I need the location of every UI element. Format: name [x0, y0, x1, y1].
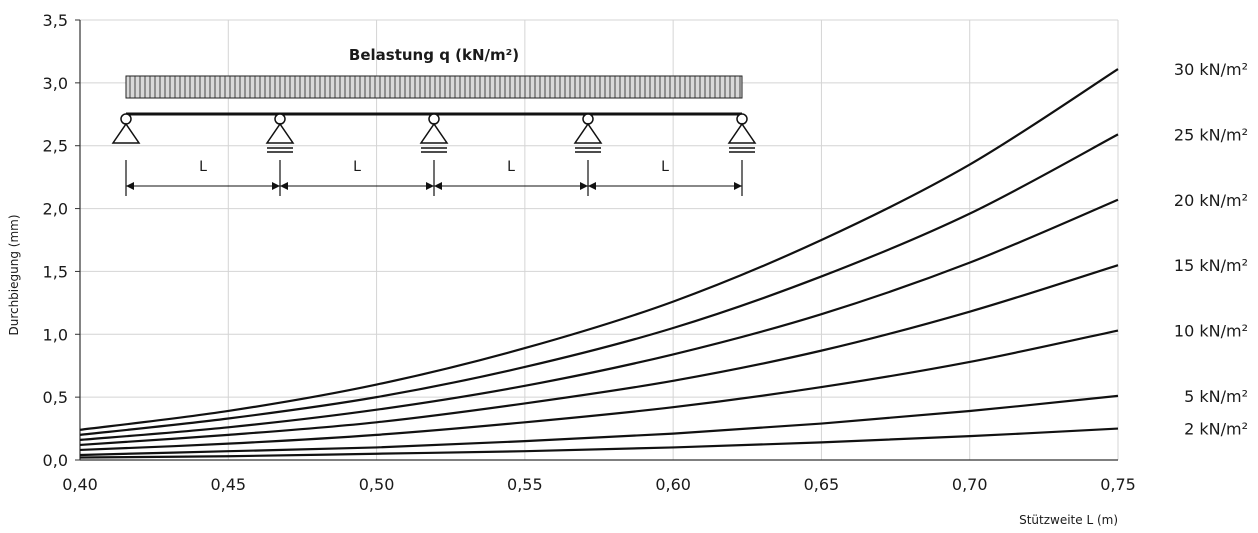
dimension-arrow — [734, 182, 742, 190]
support-triangle — [575, 124, 601, 143]
x-tick-label: 0,70 — [952, 475, 988, 494]
support-hinge — [429, 114, 439, 124]
support-triangle — [729, 124, 755, 143]
dimension-arrow — [426, 182, 434, 190]
x-tick-label: 0,60 — [655, 475, 691, 494]
y-tick-label: 3,0 — [43, 74, 68, 93]
series-label: 15 kN/m² — [1174, 256, 1248, 275]
dimension-arrow — [126, 182, 134, 190]
series-label: 25 kN/m² — [1174, 125, 1248, 144]
y-tick-label: 0,0 — [43, 451, 68, 470]
x-tick-label: 0,65 — [804, 475, 840, 494]
support-hinge — [583, 114, 593, 124]
support-hinge — [275, 114, 285, 124]
span-label: L — [199, 159, 207, 175]
x-axis-label: Stützweite L (m) — [1019, 513, 1118, 527]
series-lines — [80, 69, 1118, 457]
support-triangle — [267, 124, 293, 143]
y-tick-label: 1,5 — [43, 262, 68, 281]
y-tick-label: 3,5 — [43, 11, 68, 30]
load-title: Belastung q (kN/m²) — [349, 46, 519, 64]
y-tick-label: 0,5 — [43, 388, 68, 407]
series-label: 30 kN/m² — [1174, 60, 1248, 79]
series-line — [80, 396, 1118, 455]
x-tick-label: 0,50 — [359, 475, 395, 494]
support-triangle — [113, 124, 139, 143]
series-label: 2 kN/m² — [1184, 420, 1248, 439]
series-line — [80, 134, 1118, 434]
dimension-arrow — [272, 182, 280, 190]
series-line — [80, 69, 1118, 430]
series-label: 5 kN/m² — [1184, 387, 1248, 406]
span-label: L — [507, 159, 515, 175]
y-tick-label: 2,0 — [43, 200, 68, 219]
x-tick-label: 0,45 — [210, 475, 246, 494]
series-label: 10 kN/m² — [1174, 322, 1248, 341]
beam-diagram: Belastung q (kN/m²) L L L L — [113, 46, 755, 196]
y-axis-label: Durchbiegung (mm) — [7, 214, 21, 335]
x-tick-label: 0,40 — [62, 475, 98, 494]
y-tick-label: 2,5 — [43, 137, 68, 156]
span-label: L — [661, 159, 669, 175]
support-triangle — [421, 124, 447, 143]
span-label: L — [353, 159, 361, 175]
dimension-arrow — [434, 182, 442, 190]
support-hinge — [121, 114, 131, 124]
dimension-arrow — [580, 182, 588, 190]
series-line — [80, 200, 1118, 440]
dimension-arrow — [588, 182, 596, 190]
series-label: 20 kN/m² — [1174, 191, 1248, 210]
support-hinge — [737, 114, 747, 124]
series-labels: 30 kN/m² 25 kN/m² 20 kN/m² 15 kN/m² 10 kN/m²… — [1174, 60, 1248, 439]
y-tick-label: 1,0 — [43, 325, 68, 344]
x-tick-label: 0,75 — [1100, 475, 1136, 494]
dimension-arrow — [280, 182, 288, 190]
x-tick-label: 0,55 — [507, 475, 543, 494]
